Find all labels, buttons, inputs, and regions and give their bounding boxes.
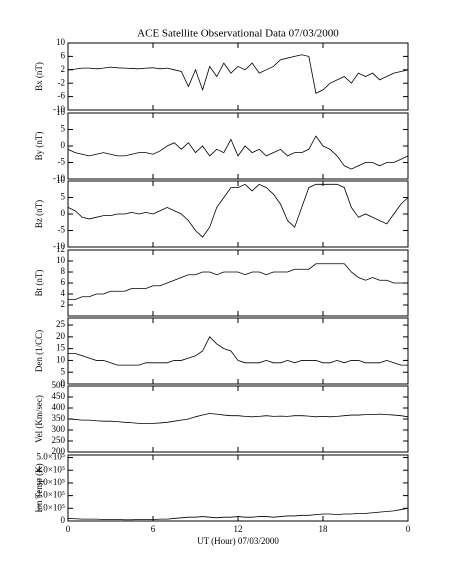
y-axis-label: By (nT) — [34, 132, 44, 161]
y-tick-label: -10 — [53, 104, 65, 114]
y-tick-label: 12 — [56, 244, 65, 254]
y-tick-label: 6 — [61, 277, 66, 287]
data-line — [67, 183, 409, 238]
y-tick-label: -5 — [58, 225, 66, 235]
y-tick-label: 2 — [61, 299, 66, 309]
y-axis-label: Bx (nT) — [34, 62, 44, 91]
y-tick-label: 0 — [61, 378, 66, 388]
data-line — [67, 54, 409, 94]
y-tick-label: -2 — [58, 77, 66, 87]
y-tick-label: 3.0×10⁵ — [37, 477, 65, 487]
y-tick-label: 20 — [56, 331, 66, 341]
y-tick-label: 6 — [61, 50, 66, 60]
data-line — [67, 135, 409, 170]
y-axis-label: Ion Temp (K) — [34, 463, 44, 512]
y-tick-label: 350 — [52, 413, 66, 423]
y-tick-label: 2.0×10⁵ — [37, 490, 65, 500]
y-axis-label: Bz (nT) — [34, 200, 44, 228]
y-tick-label: 15 — [56, 343, 66, 353]
y-tick-label: 5 — [61, 124, 66, 134]
y-tick-label: 450 — [52, 391, 66, 401]
y-tick-label: 200 — [52, 446, 66, 456]
y-tick-label: 8 — [61, 266, 66, 276]
y-tick-label: -10 — [53, 241, 65, 251]
data-line — [68, 336, 408, 366]
y-tick-label: 0 — [61, 140, 66, 150]
y-tick-label: -10 — [53, 173, 65, 183]
x-tick-label: 18 — [319, 524, 329, 534]
y-axis-label: Vel (Km/sec) — [34, 395, 44, 443]
x-tick-label: 12 — [234, 524, 243, 534]
y-tick-label: 25 — [56, 319, 66, 329]
y-tick-label: 250 — [52, 435, 66, 445]
y-tick-label: 5 — [61, 366, 66, 376]
x-tick-label: 0 — [66, 524, 71, 534]
y-tick-label: 10 — [56, 354, 66, 364]
data-line — [67, 413, 409, 424]
y-axis-label: Den (1/CC) — [34, 330, 44, 372]
y-tick-label: 500 — [52, 380, 66, 390]
y-tick-label: 10 — [56, 107, 66, 117]
y-tick-label: 5.0×10⁵ — [37, 452, 65, 462]
data-line — [68, 263, 408, 300]
y-tick-label: 300 — [52, 424, 66, 434]
y-tick-label: 400 — [52, 402, 66, 412]
chart-title: ACE Satellite Observational Data 07/03/2… — [137, 28, 339, 40]
x-tick-label: 0 — [406, 524, 411, 534]
y-tick-label: 10 — [56, 175, 66, 185]
y-tick-label: 0 — [61, 515, 66, 525]
y-tick-label: 4 — [61, 288, 66, 298]
y-tick-label: 5 — [61, 192, 66, 202]
y-axis-label: Bt (nT) — [34, 270, 44, 297]
data-line — [67, 507, 409, 521]
x-axis-label: UT (Hour) 07/03/2000 — [197, 536, 279, 546]
x-tick-label: 6 — [151, 524, 156, 534]
y-tick-label: 2 — [61, 64, 66, 74]
y-tick-label: 1.0×10⁵ — [37, 502, 65, 512]
y-tick-label: 0 — [61, 208, 66, 218]
y-tick-label: 4.0×10⁵ — [37, 464, 65, 474]
y-tick-label: 10 — [56, 37, 66, 47]
y-tick-label: -6 — [58, 91, 66, 101]
y-tick-label: 10 — [56, 255, 66, 265]
y-tick-label: -5 — [58, 157, 66, 167]
